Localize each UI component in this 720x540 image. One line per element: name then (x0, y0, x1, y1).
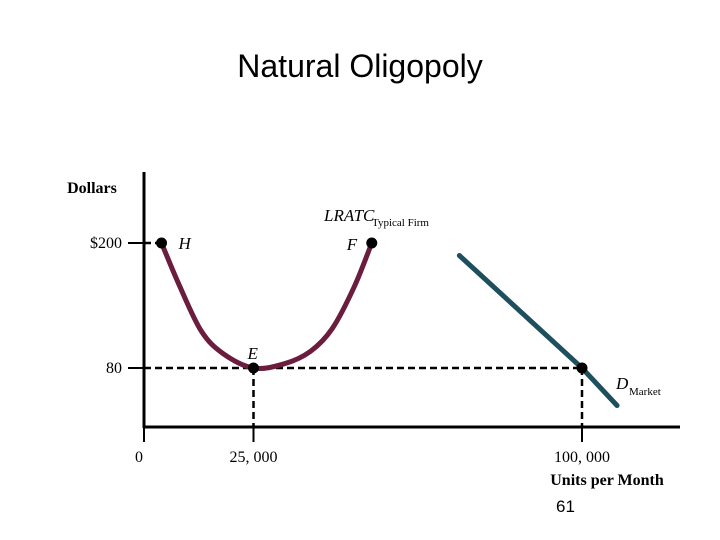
demand-label: D (615, 374, 629, 393)
point-e (248, 362, 259, 374)
lratc-subscript: Typical Firm (372, 217, 429, 229)
point-label-f: F (346, 235, 358, 254)
lratc-label: LRATC (323, 206, 375, 225)
page-number: 61 (556, 497, 575, 516)
y-axis-label: Dollars (67, 180, 117, 197)
point-label-e: E (247, 344, 259, 363)
y-tick-label: 80 (106, 360, 122, 377)
lratc-curve (159, 240, 375, 371)
point-label-h: H (178, 234, 193, 253)
x-axis-label: Units per Month (550, 472, 664, 489)
point-f (366, 237, 378, 249)
demand-subscript: Market (629, 386, 661, 398)
y-tick-label: $200 (90, 235, 122, 252)
demand-line (456, 253, 620, 408)
x-tick-label: 25, 000 (230, 449, 278, 466)
point-h (156, 237, 168, 249)
x-tick-label: 100, 000 (554, 449, 610, 466)
x-tick-label: 0 (135, 449, 143, 466)
slide-title: Natural Oligopoly (237, 48, 483, 84)
point-demand (576, 362, 588, 374)
